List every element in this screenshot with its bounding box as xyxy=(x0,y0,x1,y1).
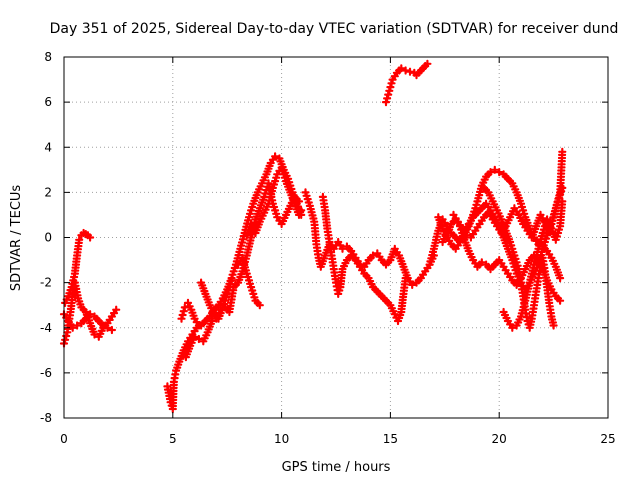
data-point-markers xyxy=(234,253,264,310)
x-tick-label: 10 xyxy=(274,432,289,446)
x-axis-label: GPS time / hours xyxy=(282,460,391,475)
x-tick-label: 5 xyxy=(169,432,177,446)
data-point-markers xyxy=(61,228,95,307)
series-segment-3 xyxy=(61,228,95,307)
y-tick-label: 8 xyxy=(44,50,52,64)
y-tick-label: 2 xyxy=(44,185,52,199)
data-point-markers xyxy=(499,197,567,332)
chart-title: Day 351 of 2025, Sidereal Day-to-day VTE… xyxy=(50,21,619,37)
tick-layer: 0 5 10 15 20 25 -8 -6 -4 -2 0 2 4 6 8 xyxy=(40,50,616,446)
data-point-markers xyxy=(381,59,432,107)
data-point-markers xyxy=(197,276,236,323)
y-tick-label: -2 xyxy=(40,276,52,290)
y-tick-label: 4 xyxy=(44,140,52,154)
series-segment-17 xyxy=(499,197,567,332)
series-segment-12 xyxy=(381,59,432,107)
series-segment-8 xyxy=(242,163,306,240)
series-segment-7 xyxy=(197,276,236,323)
series-segment-6 xyxy=(177,298,203,330)
data-point-markers xyxy=(449,183,567,242)
x-tick-label: 0 xyxy=(60,432,68,446)
x-tick-label: 20 xyxy=(492,432,507,446)
y-tick-label: 0 xyxy=(44,231,52,245)
y-tick-label: -8 xyxy=(40,411,52,425)
y-tick-label: -4 xyxy=(40,321,52,335)
y-tick-label: -6 xyxy=(40,366,52,380)
y-axis-label: SDTVAR / TECUs xyxy=(9,185,24,292)
series-segment-18 xyxy=(449,183,567,242)
data-point-markers xyxy=(242,163,306,240)
series-segment-10 xyxy=(301,188,438,289)
y-tick-label: 6 xyxy=(44,95,52,109)
x-tick-label: 25 xyxy=(600,432,615,446)
series-segment-9 xyxy=(234,253,264,310)
data-point-markers xyxy=(177,298,203,330)
series-segment-11 xyxy=(318,192,410,326)
data-point-markers xyxy=(301,188,438,289)
x-tick-label: 15 xyxy=(383,432,398,446)
data-point-markers xyxy=(318,192,410,326)
